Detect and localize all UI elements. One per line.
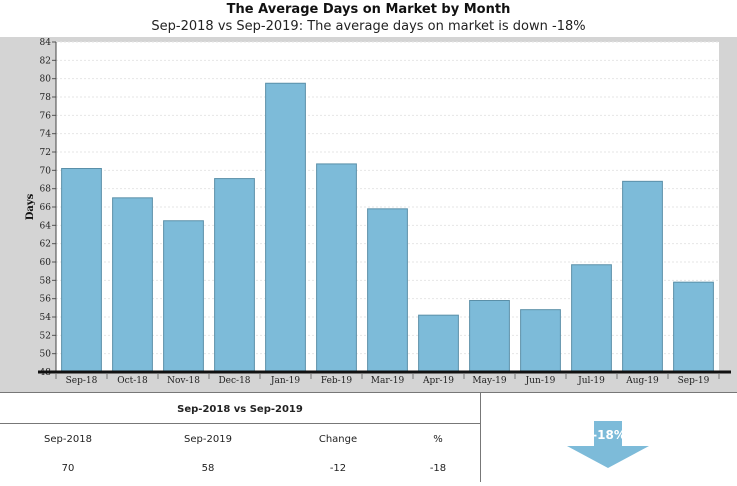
y-tick-label: 54	[40, 313, 52, 323]
x-tick-label: Dec-18	[218, 376, 250, 386]
bar	[61, 168, 102, 373]
y-tick-label: 56	[40, 295, 52, 305]
bar	[367, 208, 408, 373]
x-tick-label: Feb-19	[321, 376, 353, 386]
summary-col-header: Sep-2019	[184, 434, 232, 445]
y-tick-label: 66	[40, 203, 52, 213]
bar	[520, 309, 561, 373]
y-tick-label: 80	[40, 75, 52, 85]
y-tick-label: 60	[40, 258, 52, 268]
y-tick-label: 52	[40, 331, 51, 341]
x-tick-label: Sep-19	[678, 376, 710, 386]
x-tick-label: May-19	[472, 376, 506, 386]
x-tick-label: Nov-18	[167, 376, 200, 386]
y-tick-label: 70	[40, 166, 52, 176]
bar	[214, 178, 255, 373]
chart-title: The Average Days on Market by Month	[226, 2, 511, 17]
change-indicator: -18%	[481, 393, 737, 482]
y-tick-label: 72	[40, 148, 51, 158]
bar	[673, 281, 714, 373]
divider	[0, 423, 480, 424]
summary-col-header: Sep-2018	[44, 434, 92, 445]
y-tick-label: 68	[40, 185, 52, 195]
summary-panel: Sep-2018 vs Sep-2019 Sep-2018 Sep-2019 C…	[0, 392, 737, 482]
summary-heading: Sep-2018 vs Sep-2019	[177, 404, 303, 415]
y-tick-label: 74	[40, 130, 52, 140]
y-tick-label: 62	[40, 240, 51, 250]
y-tick-label: 78	[40, 93, 52, 103]
summary-value-sep-2018: 70	[61, 463, 75, 474]
x-tick-label: Jul-19	[577, 376, 605, 386]
y-axis-label: Days	[25, 193, 36, 220]
summary-value-change: -12	[329, 463, 347, 474]
bar	[622, 180, 663, 373]
down-arrow-icon	[567, 421, 649, 468]
x-tick-label: Jun-19	[525, 376, 556, 386]
bar	[265, 82, 306, 373]
bar	[418, 314, 459, 373]
y-tick-label: 76	[40, 111, 52, 121]
y-tick-label: 82	[40, 56, 51, 66]
chart-subtitle: Sep-2018 vs Sep-2019: The average days o…	[151, 19, 586, 34]
bar-chart: 48505254565860626466687072747678808284Se…	[0, 37, 737, 392]
summary-col-header: %	[433, 434, 443, 445]
x-tick-label: Mar-19	[371, 376, 405, 386]
x-tick-label: Sep-18	[66, 376, 98, 386]
bar	[112, 197, 153, 373]
bar	[316, 163, 357, 373]
y-tick-label: 84	[40, 38, 52, 48]
summary-table: Sep-2018 vs Sep-2019 Sep-2018 Sep-2019 C…	[0, 393, 481, 482]
x-tick-label: Jan-19	[270, 376, 301, 386]
summary-value-percent: -18	[429, 463, 447, 474]
bar	[571, 264, 612, 373]
x-tick-label: Oct-18	[117, 376, 148, 386]
y-tick-label: 64	[40, 221, 52, 231]
y-tick-label: 58	[40, 276, 52, 286]
x-tick-label: Apr-19	[422, 376, 454, 386]
bar	[469, 300, 510, 373]
change-percent-label: -18%	[592, 428, 626, 442]
y-tick-label: 50	[40, 350, 52, 360]
bar	[163, 220, 204, 373]
x-tick-label: Aug-19	[625, 376, 659, 386]
summary-col-header: Change	[318, 434, 358, 445]
summary-value-sep-2019: 58	[201, 463, 215, 474]
